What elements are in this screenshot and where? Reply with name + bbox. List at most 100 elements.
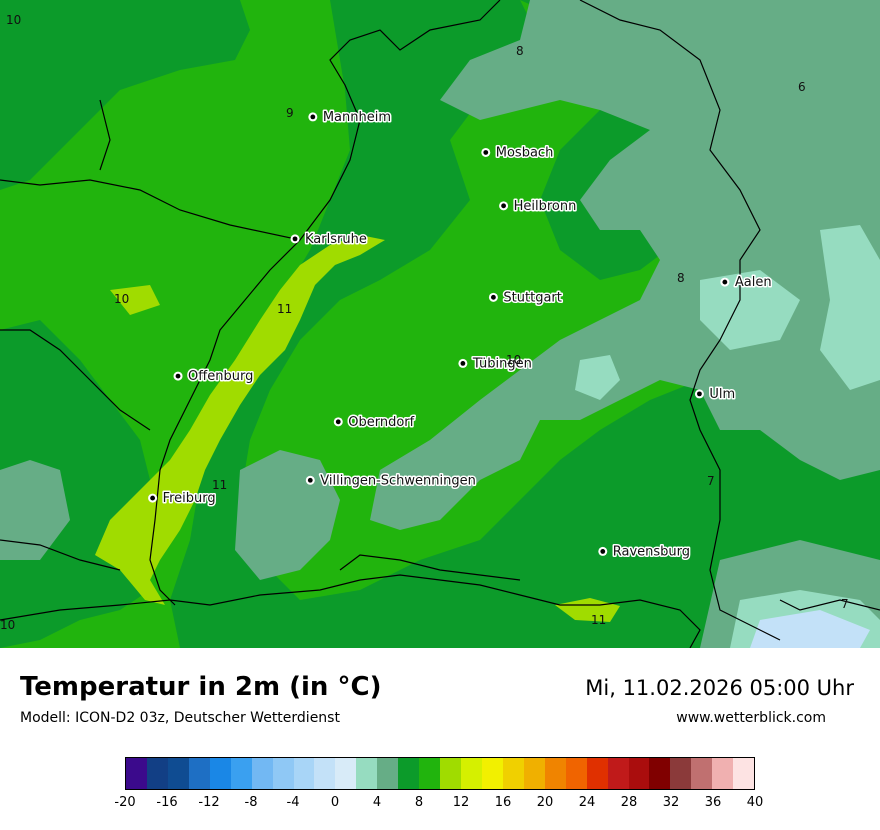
city-label: Mannheim: [323, 110, 391, 125]
city-marker-dot: [150, 495, 156, 501]
color-scale-segment: [481, 758, 503, 789]
color-scale-segment: [670, 758, 692, 789]
city-ulm: Ulm: [694, 385, 737, 403]
border-southwest: [0, 539, 121, 571]
field-2-4-center: [575, 355, 620, 400]
color-scale-segment: [356, 758, 378, 789]
field-2-4-east: [820, 225, 880, 390]
color-scale-tick-label: -8: [244, 795, 258, 810]
color-scale-segment: [230, 758, 252, 789]
color-scale-ticks: -20 -16 -12 -8 -4 0 4 8 12 16 20 24 28 32 36 40: [114, 795, 763, 815]
border-france: [0, 329, 151, 431]
city-label: Ravensburg: [613, 544, 690, 559]
color-scale-tick-label: -4: [286, 795, 300, 810]
city-offenburg: Offenburg: [173, 368, 255, 386]
color-scale-segment: [502, 758, 524, 789]
city-heilbronn: Heilbronn: [499, 197, 578, 215]
color-scale-segment: [251, 758, 273, 789]
city-aalen: Aalen: [720, 274, 773, 292]
city-label: Aalen: [735, 275, 772, 290]
color-scale-tick-label: 4: [372, 795, 382, 810]
city-mosbach: Mosbach: [481, 144, 555, 162]
color-scale-tick-label: 32: [662, 795, 680, 810]
isotherm-label: 7: [841, 597, 849, 611]
color-scale-segment: [733, 758, 755, 789]
field-6-8-west: [0, 0, 250, 190]
website-link[interactable]: www.wetterblick.com: [676, 710, 826, 726]
field-4-6-east: [370, 0, 880, 530]
isotherm-label-layer: 10 8 9 6 10 11 8 10 11 7 10 11 7: [0, 13, 849, 632]
color-scale-tick-label: 20: [536, 795, 554, 810]
isotherm-label: 9: [286, 106, 294, 120]
color-scale-tick-label: -12: [198, 795, 220, 810]
city-marker-dot: [310, 114, 316, 120]
color-scale-tick-label: 0: [330, 795, 340, 810]
model-source: Modell: ICON-D2 03z, Deutscher Wetterdie…: [20, 710, 340, 726]
map-canvas: Mannheim Mosbach Heilbronn Karlsruhe Aalen St…: [0, 0, 880, 648]
color-scale-segment: [691, 758, 713, 789]
city-marker-dot: [491, 294, 496, 300]
city-marker-dot: [307, 477, 313, 483]
city-marker-dot: [335, 419, 341, 425]
city-label: Freiburg: [163, 491, 216, 506]
city-marker-dot: [722, 279, 728, 285]
color-scale-segment: [712, 758, 734, 789]
color-scale-segment: [209, 758, 231, 789]
color-scale-segment: [419, 758, 441, 789]
field-6-8-blackforest-west: [0, 320, 150, 648]
color-scale-segment: [188, 758, 210, 789]
city-marker-dot: [501, 203, 506, 209]
color-scale-segment: [544, 758, 566, 789]
border-north: [0, 0, 501, 241]
city-mannheim: Mannheim: [308, 108, 393, 126]
color-scale-tick-label: 12: [452, 795, 470, 810]
field-10-12-north-west: [110, 285, 160, 315]
city-marker-dot: [483, 150, 489, 155]
isotherm-label: 10: [6, 13, 21, 27]
city-label: Karlsruhe: [305, 232, 367, 247]
color-scale-segment: [377, 758, 399, 789]
city-ravensburg: Ravensburg: [598, 543, 692, 561]
field-4-6-southwest: [0, 460, 70, 560]
state-borders: [0, 0, 880, 648]
city-stuttgart: Stuttgart: [488, 289, 563, 307]
city-marker-dot: [460, 360, 466, 366]
color-scale-segment: [335, 758, 357, 789]
city-freiburg: Freiburg: [148, 490, 217, 508]
color-scale-tick-label: -20: [114, 795, 136, 810]
color-scale-tick-label: 16: [494, 795, 512, 810]
border-rhine: [149, 239, 301, 606]
city-t-bingen: Tübingen: [458, 355, 533, 373]
color-scale-segment: [628, 758, 650, 789]
color-scale-segment: [649, 758, 671, 789]
color-scale-bar: [125, 757, 755, 790]
field-6-8-central: [170, 0, 880, 648]
color-scale-tick-label: 8: [414, 795, 424, 810]
color-scale-segment: [272, 758, 294, 789]
isotherm-label: 11: [277, 302, 292, 316]
color-scale-segment: [607, 758, 629, 789]
city-label: Ulm: [709, 387, 735, 402]
map-title: Temperatur in 2m (in °C): [20, 672, 382, 702]
color-scale-segment: [314, 758, 336, 789]
color-scale-tick-label: 28: [620, 795, 638, 810]
border-swiss-inner: [339, 554, 521, 581]
city-marker-dot: [175, 373, 181, 379]
city-karlsruhe: Karlsruhe: [290, 230, 368, 248]
city-label: Heilbronn: [514, 199, 577, 214]
color-scale-tick-label: -16: [156, 795, 178, 810]
color-scale-segment: [461, 758, 482, 789]
isotherm-label: 7: [707, 474, 715, 488]
city-label: Stuttgart: [503, 290, 561, 305]
color-scale-tick-label: 40: [746, 795, 764, 810]
city-label: Villingen-Schwenningen: [320, 473, 476, 488]
border-rlp: [99, 99, 111, 171]
color-scale-tick-label: 24: [578, 795, 596, 810]
color-scale-segment: [586, 758, 608, 789]
city-oberndorf: Oberndorf: [333, 413, 416, 431]
color-scale-segment: [293, 758, 315, 789]
isotherm-label: 6: [798, 80, 806, 94]
color-scale-segment: [126, 758, 147, 789]
color-scale-segment: [523, 758, 545, 789]
city-label: Tübingen: [472, 356, 532, 371]
